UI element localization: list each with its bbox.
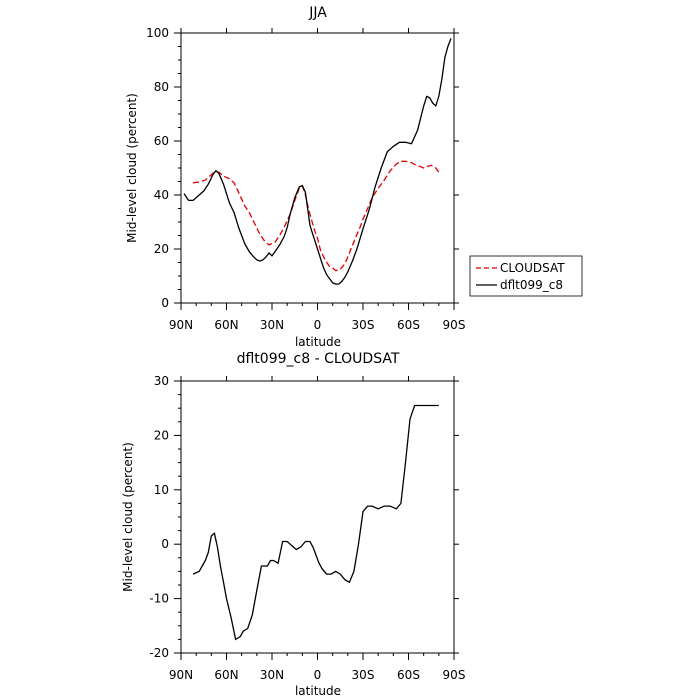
series-line-dflt099-c8 [183,38,452,285]
y-tick-label: -20 [149,646,169,660]
series-line [192,404,439,641]
x-axis-label: latitude [295,684,341,698]
x-tick-label: 90N [169,318,193,332]
x-tick-label: 30S [352,318,375,332]
legend-frame [469,255,583,297]
x-tick-label: 30N [260,668,284,682]
x-axis-label: latitude [295,335,341,349]
chart-title: JJA [308,5,327,21]
y-tick-label: 20 [154,242,169,256]
y-axis-label: Mid-level cloud (percent) [125,93,139,243]
y-tick-label: 40 [154,188,169,202]
chart-title: dflt099_c8 - CLOUDSAT [237,351,400,367]
legend-label-model: dflt099_c8 [500,278,563,292]
y-tick-label: -10 [149,592,169,606]
plot-area: -20 -10 0 10 20 30 90N 60N 30N 0 30S 60S 90S [149,374,465,682]
y-tick-label: 10 [154,483,169,497]
plot-frame [180,380,455,654]
x-tick-label: 60S [397,668,420,682]
x-tick-label: 30S [352,668,375,682]
y-tick-label: 100 [146,26,169,40]
y-tick-label: 80 [154,80,169,94]
series-lines [183,38,452,285]
y-tick-label: 0 [161,296,169,310]
x-tick-label: 90S [443,668,466,682]
x-tick-label: 60N [214,318,238,332]
x-tick-label: 0 [314,318,322,332]
x-tick-label: 60S [397,318,420,332]
x-tick-label: 90N [169,668,193,682]
series-line-cloudsat [193,160,440,272]
plot-frame [180,32,455,304]
plot-area: 0 20 40 60 80 100 90N 60N 30N 0 30S 60S 90S [146,26,465,332]
y-tick-label: 20 [154,428,169,442]
y-tick-label: 30 [154,374,169,388]
y-tick-label: 60 [154,134,169,148]
legend-label-cloudsat: CLOUDSAT [500,261,565,275]
panel-top: JJA 0 20 40 60 80 100 90N 60N 30N 0 30S 60S 90S lat… [125,5,583,349]
legend: CLOUDSAT dflt099_c8 [469,255,583,297]
y-ticks: -20 -10 0 10 20 30 [149,374,459,660]
x-ticks: 90N 60N 30N 0 30S 60S 90S [169,376,466,682]
x-ticks: 90N 60N 30N 0 30S 60S 90S [169,28,466,332]
x-tick-label: 90S [443,318,466,332]
panel-bottom: dflt099_c8 - CLOUDSAT -20 -10 0 10 20 30 90N 6… [121,351,465,698]
x-tick-label: 0 [314,668,322,682]
y-tick-label: 0 [161,537,169,551]
y-axis-label: Mid-level cloud (percent) [121,442,135,592]
y-ticks: 0 20 40 60 80 100 [146,26,459,310]
x-tick-label: 30N [260,318,284,332]
x-tick-label: 60N [214,668,238,682]
series-lines [192,404,439,641]
